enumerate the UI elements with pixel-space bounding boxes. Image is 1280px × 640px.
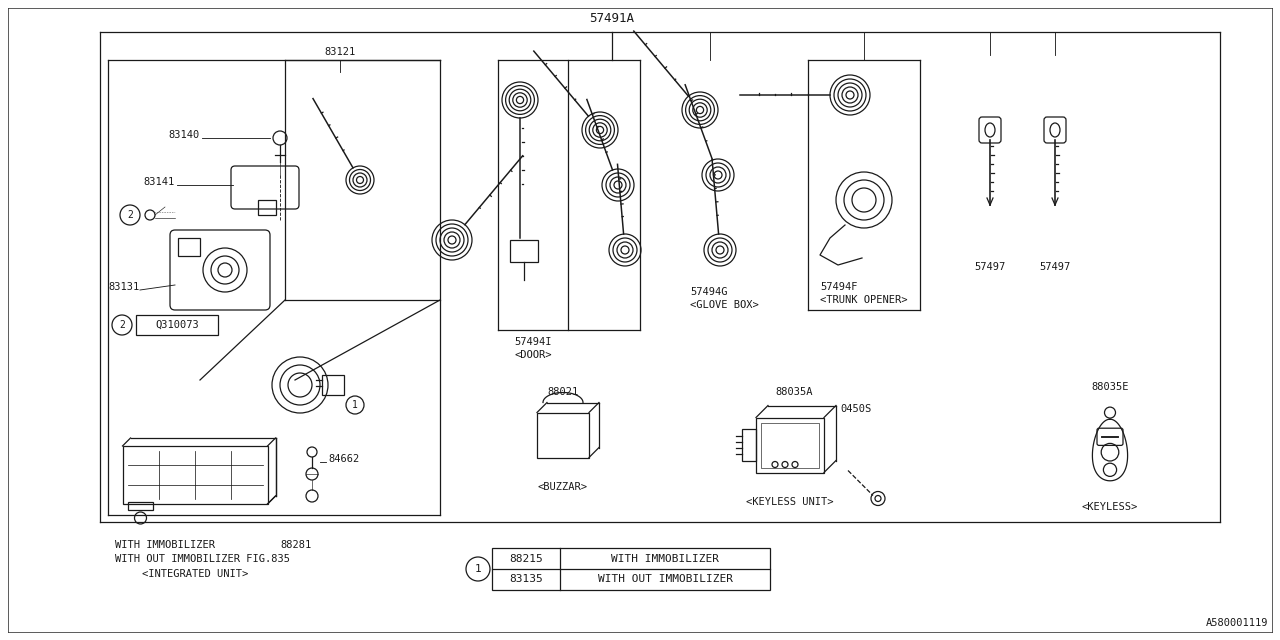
Text: <GLOVE BOX>: <GLOVE BOX> bbox=[690, 300, 759, 310]
Text: 2: 2 bbox=[119, 320, 125, 330]
Text: 83141: 83141 bbox=[143, 177, 175, 187]
Text: 57494F: 57494F bbox=[820, 282, 858, 292]
Text: <KEYLESS UNIT>: <KEYLESS UNIT> bbox=[746, 497, 833, 507]
Text: 57491A: 57491A bbox=[590, 12, 635, 25]
Text: 2: 2 bbox=[127, 210, 133, 220]
Text: 1: 1 bbox=[475, 564, 481, 574]
Bar bbox=[492, 548, 771, 590]
Text: 88021: 88021 bbox=[548, 387, 579, 397]
Bar bbox=[742, 429, 756, 461]
Text: WITH OUT IMMOBILIZER FIG.835: WITH OUT IMMOBILIZER FIG.835 bbox=[115, 554, 291, 564]
Text: <TRUNK OPENER>: <TRUNK OPENER> bbox=[820, 295, 908, 305]
Bar bbox=[136, 315, 218, 335]
Text: 83135: 83135 bbox=[509, 575, 543, 584]
Text: 1: 1 bbox=[352, 400, 358, 410]
Text: 83131: 83131 bbox=[108, 282, 140, 292]
Text: <BUZZAR>: <BUZZAR> bbox=[538, 482, 588, 492]
Text: 83140: 83140 bbox=[169, 130, 200, 140]
Text: 88281: 88281 bbox=[280, 540, 311, 550]
Text: <KEYLESS>: <KEYLESS> bbox=[1082, 502, 1138, 512]
Text: WITH OUT IMMOBILIZER: WITH OUT IMMOBILIZER bbox=[598, 575, 732, 584]
Text: 88215: 88215 bbox=[509, 554, 543, 563]
Text: 88035E: 88035E bbox=[1092, 382, 1129, 392]
Bar bbox=[178, 238, 200, 256]
Bar bbox=[128, 502, 152, 510]
Text: Q310073: Q310073 bbox=[155, 320, 198, 330]
Text: 0450S: 0450S bbox=[840, 404, 872, 414]
Bar bbox=[538, 413, 589, 458]
Text: <INTEGRATED UNIT>: <INTEGRATED UNIT> bbox=[142, 569, 248, 579]
Text: 84662: 84662 bbox=[328, 454, 360, 464]
Text: 57494G: 57494G bbox=[690, 287, 727, 297]
Text: 57497: 57497 bbox=[1039, 262, 1070, 272]
Text: 83121: 83121 bbox=[324, 47, 356, 57]
Text: 88035A: 88035A bbox=[774, 387, 813, 397]
Bar bbox=[509, 240, 538, 262]
Bar bbox=[762, 422, 819, 467]
Text: 57494I: 57494I bbox=[515, 337, 552, 347]
Text: A580001119: A580001119 bbox=[1206, 618, 1268, 628]
Text: 57497: 57497 bbox=[974, 262, 1006, 272]
Bar bbox=[123, 446, 268, 504]
Text: WITH IMMOBILIZER: WITH IMMOBILIZER bbox=[115, 540, 215, 550]
Bar bbox=[756, 417, 824, 472]
Bar bbox=[259, 200, 276, 215]
Text: WITH IMMOBILIZER: WITH IMMOBILIZER bbox=[611, 554, 719, 563]
Text: <DOOR>: <DOOR> bbox=[515, 350, 552, 360]
Bar bbox=[323, 375, 344, 395]
